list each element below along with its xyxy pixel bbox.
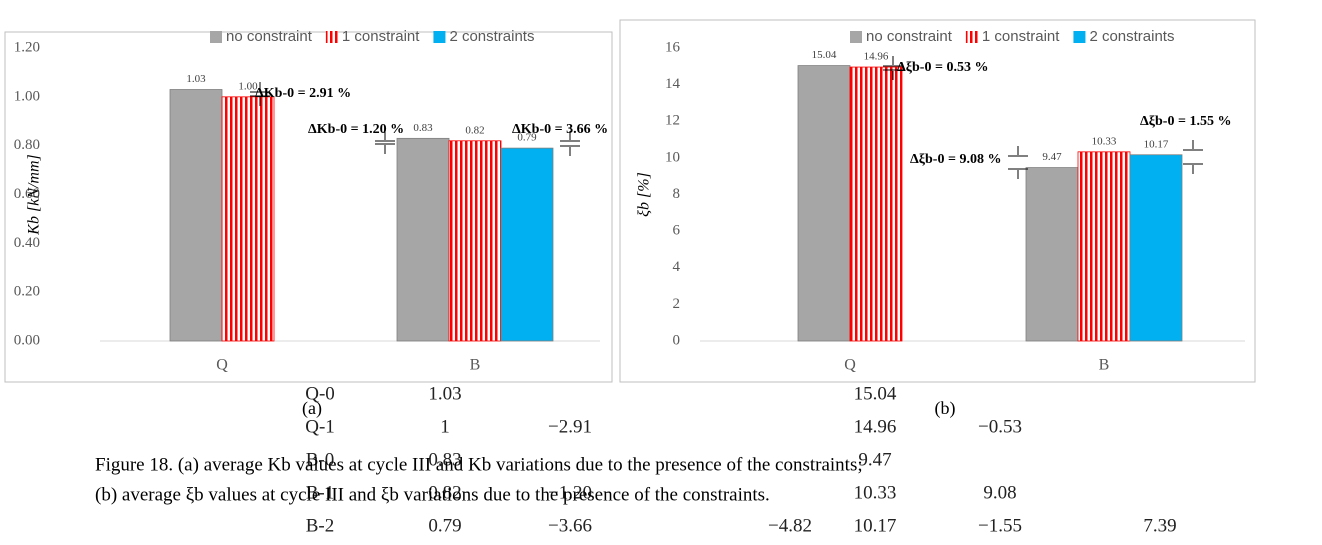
legend-swatch <box>1073 31 1086 43</box>
annotation: Δξb-0 = 0.53 % <box>897 60 988 75</box>
data-label: 14.96 <box>864 51 889 63</box>
caption: (b) average ξb values at cycle III and ξ… <box>95 484 770 505</box>
table-cell: 9.08 <box>983 482 1016 503</box>
table-cell: 9.47 <box>858 449 891 470</box>
legend-label: no constraint <box>866 28 953 45</box>
legend-label: 2 constraints <box>1089 28 1174 45</box>
y-tick-label: 16 <box>665 39 681 55</box>
annotation: Δξb-0 = 1.55 % <box>1140 114 1231 129</box>
table-cell: −3.66 <box>548 515 592 536</box>
table-cell: −4.82 <box>768 515 812 536</box>
bar <box>849 66 903 342</box>
bar <box>797 65 851 342</box>
data-label: 10.17 <box>1144 138 1169 150</box>
table-cell: 1 <box>440 416 450 437</box>
y-axis-label: ξb [%] <box>636 172 653 217</box>
bar <box>396 137 450 342</box>
table-cell: 15.04 <box>854 383 897 404</box>
y-tick-label: 8 <box>673 186 681 202</box>
table-cell: 14.96 <box>854 416 897 437</box>
legend-label: no constraint <box>226 28 313 45</box>
legend-swatch <box>433 31 446 43</box>
table-cell: Q-0 <box>305 383 335 404</box>
annotation: ΔKb-0 = 3.66 % <box>512 122 608 137</box>
legend-swatch <box>850 31 862 43</box>
table-cell: 0.83 <box>428 449 461 470</box>
annotation: ΔKb-0 = 2.91 % <box>255 86 351 101</box>
panel-label: (a) <box>302 398 322 419</box>
y-tick-label: 0.60 <box>14 186 40 202</box>
x-tick-label: B <box>1099 357 1110 374</box>
panel-label: (b) <box>935 398 956 419</box>
y-tick-label: 0.20 <box>14 284 40 300</box>
legend-label: 1 constraint <box>982 28 1060 45</box>
table-cell: −2.91 <box>548 416 592 437</box>
table-cell: −1.20 <box>548 482 592 503</box>
table-cell: B-2 <box>306 515 335 536</box>
legend-swatch <box>210 31 222 43</box>
data-label: 10.33 <box>1092 135 1117 147</box>
data-label: 0.82 <box>465 124 484 136</box>
legend-label: 2 constraints <box>449 28 534 45</box>
y-tick-label: 12 <box>665 113 680 129</box>
y-axis-label: Kb [kN/mm] <box>26 154 43 235</box>
y-tick-label: 6 <box>673 223 681 239</box>
table-cell: 0.82 <box>428 482 461 503</box>
table-cell: −1.55 <box>978 515 1022 536</box>
legend-swatch <box>325 31 338 43</box>
legend-label: 1 constraint <box>342 28 420 45</box>
y-tick-label: 0.40 <box>14 235 40 251</box>
caption: Figure 18. (a) average Kb values at cycl… <box>95 454 863 475</box>
data-label: 0.83 <box>413 122 433 134</box>
y-tick-label: 4 <box>673 259 681 275</box>
bar <box>221 96 275 342</box>
data-label: 1.03 <box>186 73 206 85</box>
data-label: 1.00 <box>238 80 258 92</box>
bar <box>500 147 554 342</box>
table-cell: 10.33 <box>854 482 897 503</box>
bar <box>1129 154 1183 342</box>
y-tick-label: 0 <box>673 332 681 348</box>
bar <box>1025 167 1079 342</box>
x-tick-label: Q <box>216 357 228 374</box>
y-tick-label: 2 <box>673 296 681 312</box>
table-cell: B-1 <box>306 482 335 503</box>
table-cell: Q-1 <box>305 416 335 437</box>
y-tick-label: 1.00 <box>14 88 40 104</box>
table-cell: 7.39 <box>1143 515 1176 536</box>
x-tick-label: Q <box>844 357 856 374</box>
bar <box>1077 151 1131 342</box>
table-cell: 1.03 <box>428 383 461 404</box>
y-tick-label: 10 <box>665 149 680 165</box>
x-tick-label: B <box>470 357 481 374</box>
table-cell: 0.79 <box>428 515 461 536</box>
data-label: 9.47 <box>1042 151 1062 163</box>
data-label: 15.04 <box>812 49 837 61</box>
y-tick-label: 14 <box>665 76 681 92</box>
table-cell: −0.53 <box>978 416 1022 437</box>
y-tick-label: 0.00 <box>14 332 40 348</box>
annotation: ΔKb-0 = 1.20 % <box>308 122 404 137</box>
table-cell: 10.17 <box>854 515 897 536</box>
bar <box>448 140 502 342</box>
annotation: Δξb-0 = 9.08 % <box>910 152 1001 167</box>
legend-swatch <box>965 31 978 43</box>
y-tick-label: 1.20 <box>14 39 40 55</box>
table-cell: B-0 <box>306 449 335 470</box>
bar <box>169 89 223 342</box>
y-tick-label: 0.80 <box>14 137 40 153</box>
data-label: 0.79 <box>517 132 537 144</box>
